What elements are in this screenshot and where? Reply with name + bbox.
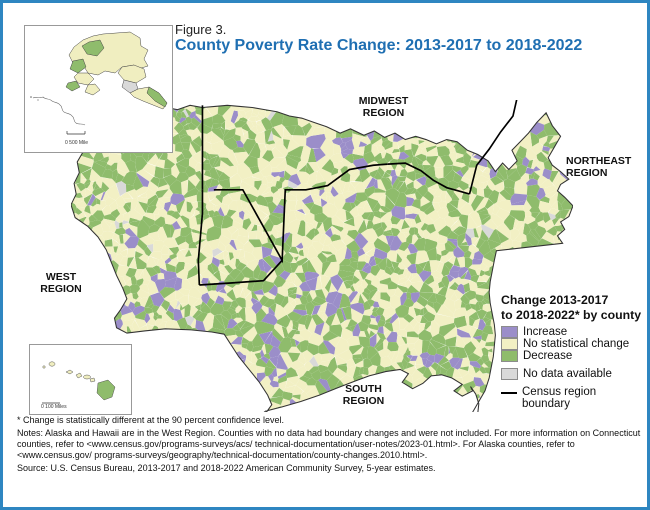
svg-text:0 500 Mile: 0 500 Mile bbox=[65, 140, 88, 146]
svg-text:0 100 Miles: 0 100 Miles bbox=[41, 404, 67, 410]
